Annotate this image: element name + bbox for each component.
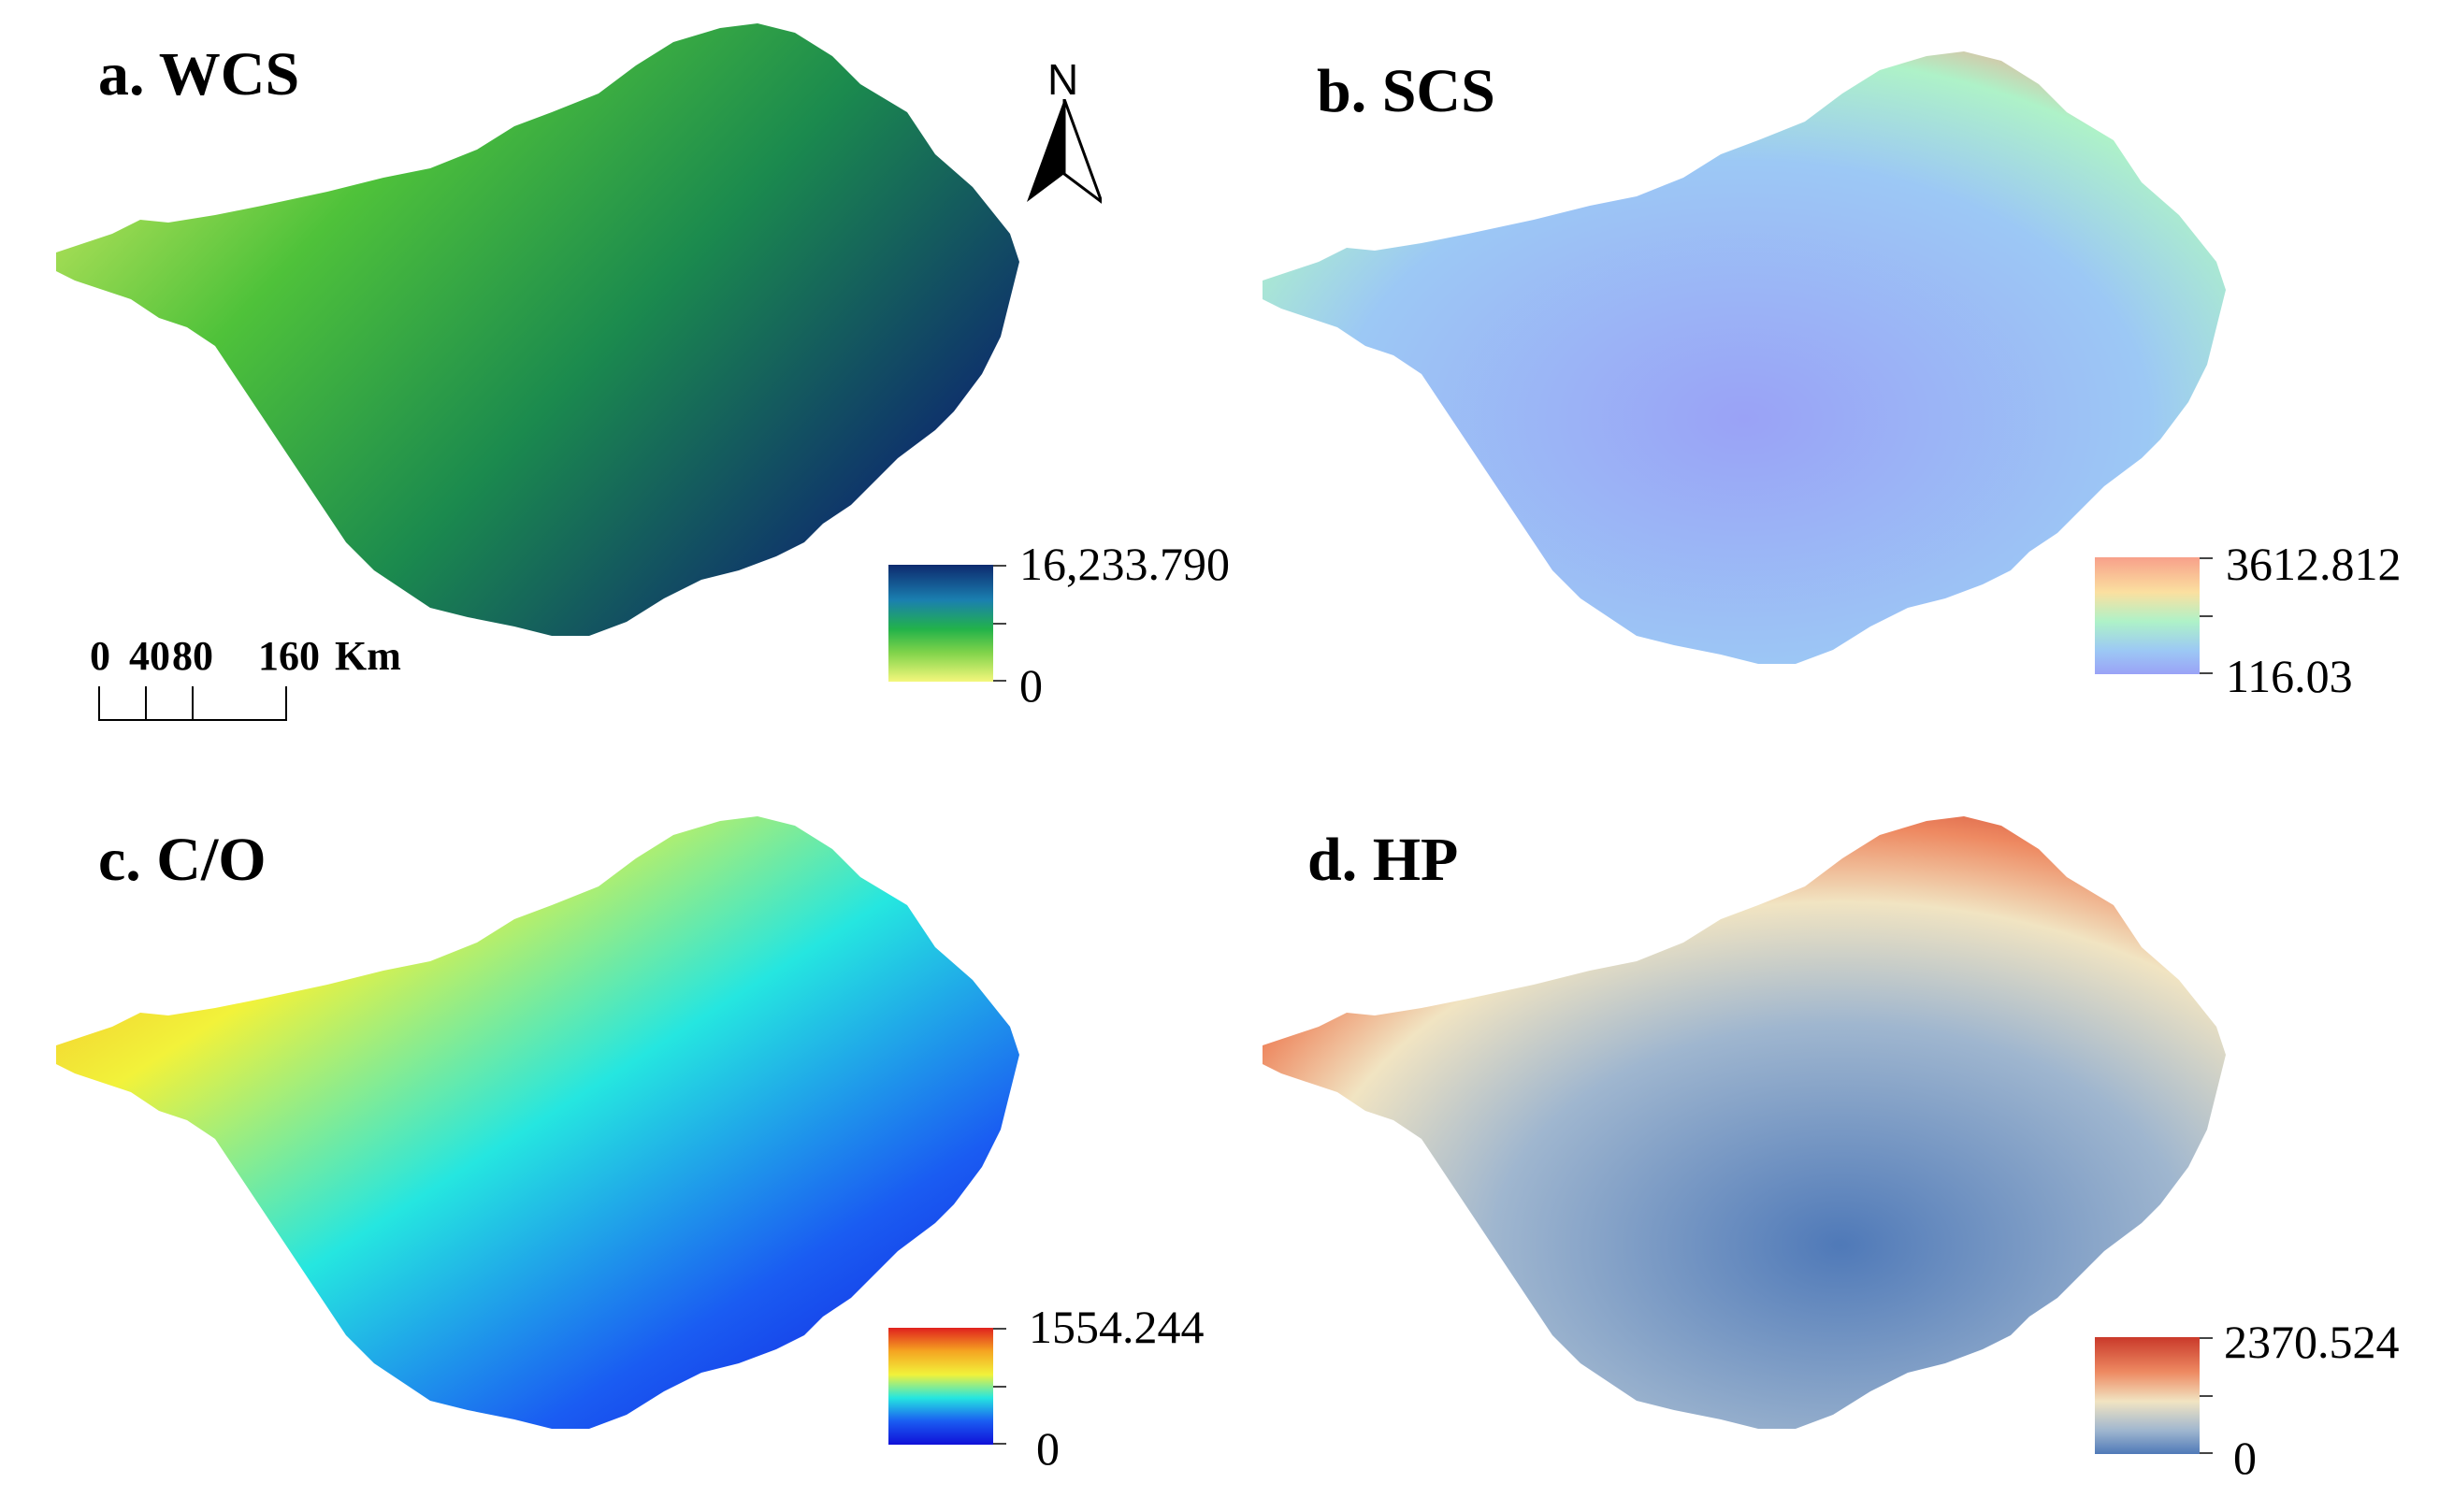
panel-d-legend-max: 2370.524 xyxy=(2224,1316,2400,1368)
panel-d-legend-bar xyxy=(2095,1337,2200,1454)
panel-c-legend xyxy=(888,1328,1006,1445)
panel-c-legend-min: 0 xyxy=(1036,1422,1060,1475)
panel-b-legend xyxy=(2095,557,2213,674)
north-arrow: N xyxy=(1027,54,1102,213)
scale-label-0: 0 xyxy=(90,633,110,679)
panel-d: d. HP xyxy=(1216,756,2439,1512)
panel-b-title: b. SCS xyxy=(1317,57,1495,125)
panel-a-legend-min: 0 xyxy=(1019,659,1043,712)
scale-label-80: 80 xyxy=(172,633,213,679)
panel-c-legend-max: 1554.244 xyxy=(1029,1301,1205,1353)
panel-b-legend-bar xyxy=(2095,557,2200,674)
scale-bar xyxy=(98,686,287,721)
panel-d-map xyxy=(1263,816,2226,1429)
scale-label-40: 40 xyxy=(129,633,170,679)
panel-c: c. C/O xyxy=(0,756,1216,1512)
panel-b: b. SCS xyxy=(1216,0,2439,756)
panel-a-title: a. WCS xyxy=(98,40,300,108)
panel-b-map xyxy=(1263,51,2226,664)
panel-b-legend-min: 116.03 xyxy=(2226,650,2353,702)
panel-d-legend xyxy=(2095,1337,2213,1454)
north-arrow-label: N xyxy=(1047,55,1079,104)
panel-a-legend-max: 16,233.790 xyxy=(1019,538,1230,590)
panel-c-title: c. C/O xyxy=(98,826,267,894)
panel-a-map xyxy=(56,23,1019,636)
panel-b-legend-max: 3612.812 xyxy=(2226,538,2402,590)
panel-a-legend xyxy=(888,565,1006,682)
panel-d-title: d. HP xyxy=(1307,826,1459,894)
panel-c-legend-bar xyxy=(888,1328,993,1445)
scale-unit: Km xyxy=(335,633,401,679)
panel-d-legend-min: 0 xyxy=(2233,1432,2257,1484)
panel-c-map xyxy=(56,816,1019,1429)
panel-a: a. WCS N xyxy=(0,0,1230,756)
panel-a-legend-bar xyxy=(888,565,993,682)
scale-label-160: 160 xyxy=(258,633,320,679)
north-arrow-icon xyxy=(1027,99,1102,204)
